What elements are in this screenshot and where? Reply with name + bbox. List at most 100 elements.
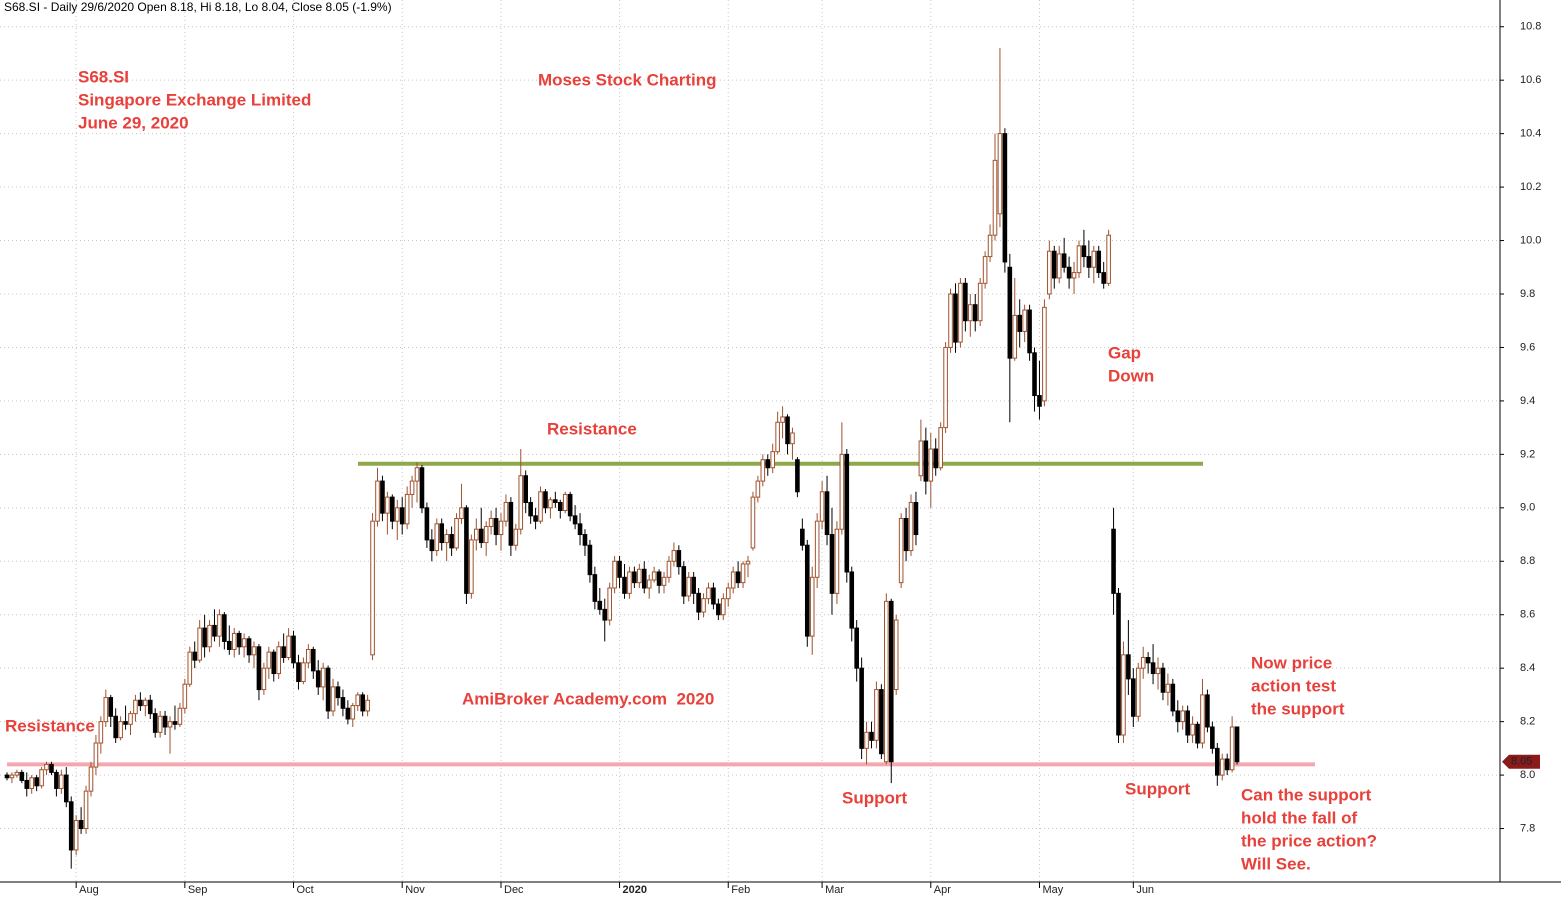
candle-body [523, 475, 529, 503]
candle-body [335, 686, 341, 699]
candle-body [1190, 723, 1195, 736]
candle-body [750, 496, 756, 549]
candle-body [444, 534, 449, 544]
candle-body [548, 499, 553, 509]
chart-title: S68.SI - Daily 29/6/2020 Open 8.18, Hi 8… [4, 0, 392, 14]
candle-body [562, 493, 568, 511]
candle-body [320, 667, 326, 688]
candle-body [1106, 234, 1111, 284]
candle-body [538, 491, 543, 522]
candle-body [449, 534, 454, 549]
candle-body [63, 774, 69, 803]
candle-body [19, 771, 25, 781]
candle-body [1131, 678, 1136, 717]
candle-body [123, 721, 128, 725]
candle-body [434, 523, 440, 552]
candle-body [913, 501, 919, 536]
annotation: Resistance [547, 419, 637, 438]
candle-body [721, 598, 726, 616]
candle-body [1007, 266, 1013, 359]
candle-body [464, 507, 469, 594]
candle-body [1037, 395, 1042, 407]
annotation: Now price [1251, 653, 1332, 672]
candle-body [503, 501, 509, 522]
candle-body [133, 699, 138, 715]
candle-body [83, 790, 89, 830]
candle-body [607, 587, 612, 621]
candle-body [54, 771, 59, 789]
candle-body [755, 480, 761, 498]
candle-body [365, 699, 370, 712]
candle-body [696, 592, 701, 613]
candle-body [928, 448, 934, 482]
candle-body [1002, 133, 1008, 263]
candle-body [281, 646, 286, 658]
candle-body [147, 699, 153, 715]
candle-body [617, 560, 622, 578]
annotation: hold the fall of [1241, 808, 1357, 827]
candle-body [88, 766, 94, 792]
candle-body [780, 416, 785, 423]
candle-body [360, 694, 365, 712]
candle-body [414, 467, 420, 482]
candle-body [202, 627, 207, 648]
candle-body [9, 774, 15, 779]
candle-body [577, 523, 583, 536]
candle-body [923, 440, 929, 482]
candle-body [498, 520, 504, 536]
candle-body [1022, 309, 1027, 332]
candle-body [177, 707, 183, 725]
annotation: action test [1251, 676, 1336, 695]
candle-body [4, 774, 10, 779]
annotation: S68.SI [78, 67, 129, 86]
candle-body [152, 713, 158, 733]
candle-body [1175, 710, 1181, 723]
candle-body [745, 560, 751, 565]
candle-body [231, 632, 237, 650]
candle-body [814, 520, 820, 578]
candle-body [859, 667, 864, 749]
candle-body [1116, 592, 1121, 736]
candle-body [681, 566, 687, 597]
candle-body [933, 448, 939, 469]
x-tick-label: Sep [188, 884, 208, 896]
y-tick-label: 9.2 [1520, 448, 1535, 460]
candle-body [637, 568, 642, 584]
candle-body [849, 571, 855, 629]
candle-body [24, 779, 30, 789]
candle-body [207, 624, 212, 648]
candle-body [918, 440, 924, 477]
candle-body [953, 293, 958, 343]
candle-body [661, 576, 667, 586]
candle-body [227, 640, 232, 650]
y-tick-label: 8.8 [1520, 555, 1535, 567]
candle-body [103, 697, 109, 723]
x-tick-label: Nov [405, 884, 425, 896]
candle-body [1017, 314, 1023, 332]
candle-body [1051, 250, 1057, 279]
candle-body [982, 256, 988, 284]
candle-body [1121, 654, 1126, 736]
x-tick-label: 2020 [623, 884, 647, 896]
candle-body [34, 777, 39, 787]
candle-body [874, 689, 879, 741]
candle-body [948, 293, 953, 348]
candle-body [543, 491, 548, 509]
candle-body [888, 600, 894, 763]
candle-body [1066, 266, 1072, 279]
candle-body [1126, 654, 1131, 680]
candle-body [330, 686, 336, 712]
candle-body [1229, 726, 1235, 771]
candle-body [419, 467, 425, 509]
candle-body [809, 576, 815, 637]
candle-body [1135, 667, 1141, 717]
candle-body [310, 648, 316, 672]
y-tick-label: 9.4 [1520, 395, 1535, 407]
candle-body [236, 632, 242, 648]
x-tick-label: Jun [1136, 884, 1154, 896]
candle-body [113, 715, 118, 739]
annotation: Support [1125, 779, 1190, 798]
candle-body [355, 694, 361, 707]
candle-body [1056, 253, 1062, 279]
candle-body [1165, 683, 1171, 693]
